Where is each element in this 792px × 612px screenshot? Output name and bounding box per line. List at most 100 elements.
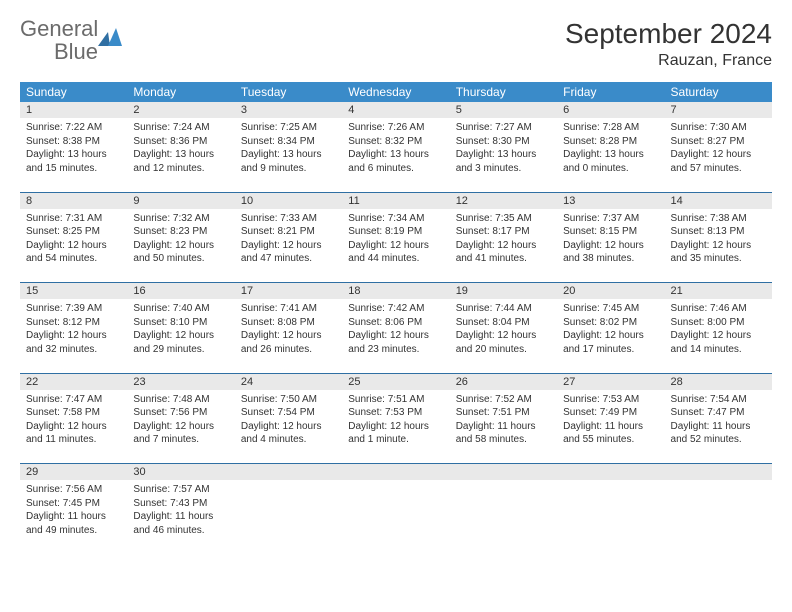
sunset-line: Sunset: 7:49 PM [563,406,658,420]
sunset-line: Sunset: 7:43 PM [133,497,228,511]
sunset-line: Sunset: 8:25 PM [26,225,121,239]
day-cell [557,480,664,554]
title-block: September 2024 Rauzan, France [565,18,772,70]
day-number: 2 [127,102,234,118]
sunrise-line: Sunrise: 7:31 AM [26,212,121,226]
daylight-line: Daylight: 11 hours and 58 minutes. [456,420,551,447]
day-number: 8 [20,192,127,209]
sunset-line: Sunset: 8:28 PM [563,135,658,149]
day-number: 10 [235,192,342,209]
week-row: Sunrise: 7:22 AMSunset: 8:38 PMDaylight:… [20,118,772,192]
daylight-line: Daylight: 12 hours and 54 minutes. [26,239,121,266]
day-number: 21 [665,283,772,300]
day-number [342,464,449,481]
sunset-line: Sunset: 8:13 PM [671,225,766,239]
sunset-line: Sunset: 7:51 PM [456,406,551,420]
day-cell: Sunrise: 7:51 AMSunset: 7:53 PMDaylight:… [342,390,449,464]
calendar-table: SundayMondayTuesdayWednesdayThursdayFrid… [20,82,772,554]
day-cell: Sunrise: 7:25 AMSunset: 8:34 PMDaylight:… [235,118,342,192]
day-cell: Sunrise: 7:37 AMSunset: 8:15 PMDaylight:… [557,209,664,283]
day-cell: Sunrise: 7:22 AMSunset: 8:38 PMDaylight:… [20,118,127,192]
sunrise-line: Sunrise: 7:25 AM [241,121,336,135]
daynum-row: 2930 [20,464,772,481]
sunrise-line: Sunrise: 7:24 AM [133,121,228,135]
sunset-line: Sunset: 8:36 PM [133,135,228,149]
sunrise-line: Sunrise: 7:32 AM [133,212,228,226]
day-cell: Sunrise: 7:46 AMSunset: 8:00 PMDaylight:… [665,299,772,373]
day-cell: Sunrise: 7:30 AMSunset: 8:27 PMDaylight:… [665,118,772,192]
day-number: 6 [557,102,664,118]
sunset-line: Sunset: 8:17 PM [456,225,551,239]
day-number: 14 [665,192,772,209]
day-cell: Sunrise: 7:44 AMSunset: 8:04 PMDaylight:… [450,299,557,373]
daylight-line: Daylight: 12 hours and 26 minutes. [241,329,336,356]
dow-header: Wednesday [342,82,449,102]
day-number: 15 [20,283,127,300]
daylight-line: Daylight: 12 hours and 32 minutes. [26,329,121,356]
daylight-line: Daylight: 12 hours and 57 minutes. [671,148,766,175]
day-number: 20 [557,283,664,300]
sunset-line: Sunset: 7:58 PM [26,406,121,420]
brand-mark-icon [98,28,122,46]
brand-name-b: Blue [54,39,98,64]
daylight-line: Daylight: 13 hours and 6 minutes. [348,148,443,175]
day-number: 17 [235,283,342,300]
day-cell [665,480,772,554]
sunrise-line: Sunrise: 7:38 AM [671,212,766,226]
dow-header: Friday [557,82,664,102]
day-cell: Sunrise: 7:45 AMSunset: 8:02 PMDaylight:… [557,299,664,373]
day-number: 24 [235,373,342,390]
day-number [450,464,557,481]
sunrise-line: Sunrise: 7:22 AM [26,121,121,135]
day-number: 16 [127,283,234,300]
day-cell: Sunrise: 7:47 AMSunset: 7:58 PMDaylight:… [20,390,127,464]
sunrise-line: Sunrise: 7:51 AM [348,393,443,407]
day-cell: Sunrise: 7:34 AMSunset: 8:19 PMDaylight:… [342,209,449,283]
daynum-row: 891011121314 [20,192,772,209]
day-cell: Sunrise: 7:40 AMSunset: 8:10 PMDaylight:… [127,299,234,373]
day-number: 30 [127,464,234,481]
dow-row: SundayMondayTuesdayWednesdayThursdayFrid… [20,82,772,102]
month-title: September 2024 [565,18,772,50]
daylight-line: Daylight: 12 hours and 20 minutes. [456,329,551,356]
day-cell: Sunrise: 7:48 AMSunset: 7:56 PMDaylight:… [127,390,234,464]
daylight-line: Daylight: 13 hours and 15 minutes. [26,148,121,175]
day-number [235,464,342,481]
day-cell: Sunrise: 7:24 AMSunset: 8:36 PMDaylight:… [127,118,234,192]
sunrise-line: Sunrise: 7:57 AM [133,483,228,497]
sunrise-line: Sunrise: 7:54 AM [671,393,766,407]
day-number [665,464,772,481]
day-number: 22 [20,373,127,390]
day-number: 1 [20,102,127,118]
week-row: Sunrise: 7:31 AMSunset: 8:25 PMDaylight:… [20,209,772,283]
sunset-line: Sunset: 8:02 PM [563,316,658,330]
sunset-line: Sunset: 8:15 PM [563,225,658,239]
sunset-line: Sunset: 8:00 PM [671,316,766,330]
daylight-line: Daylight: 12 hours and 7 minutes. [133,420,228,447]
sunset-line: Sunset: 8:30 PM [456,135,551,149]
day-cell: Sunrise: 7:42 AMSunset: 8:06 PMDaylight:… [342,299,449,373]
daylight-line: Daylight: 12 hours and 47 minutes. [241,239,336,266]
sunset-line: Sunset: 8:32 PM [348,135,443,149]
sunset-line: Sunset: 8:04 PM [456,316,551,330]
dow-header: Tuesday [235,82,342,102]
daylight-line: Daylight: 13 hours and 3 minutes. [456,148,551,175]
sunset-line: Sunset: 7:56 PM [133,406,228,420]
week-row: Sunrise: 7:47 AMSunset: 7:58 PMDaylight:… [20,390,772,464]
day-cell: Sunrise: 7:57 AMSunset: 7:43 PMDaylight:… [127,480,234,554]
sunset-line: Sunset: 8:34 PM [241,135,336,149]
day-number: 19 [450,283,557,300]
day-cell [342,480,449,554]
daylight-line: Daylight: 13 hours and 9 minutes. [241,148,336,175]
day-cell: Sunrise: 7:53 AMSunset: 7:49 PMDaylight:… [557,390,664,464]
day-number: 18 [342,283,449,300]
day-number: 27 [557,373,664,390]
sunset-line: Sunset: 7:54 PM [241,406,336,420]
daynum-row: 22232425262728 [20,373,772,390]
day-number: 3 [235,102,342,118]
day-cell [235,480,342,554]
day-cell: Sunrise: 7:28 AMSunset: 8:28 PMDaylight:… [557,118,664,192]
daylight-line: Daylight: 11 hours and 46 minutes. [133,510,228,537]
sunrise-line: Sunrise: 7:53 AM [563,393,658,407]
daylight-line: Daylight: 12 hours and 29 minutes. [133,329,228,356]
